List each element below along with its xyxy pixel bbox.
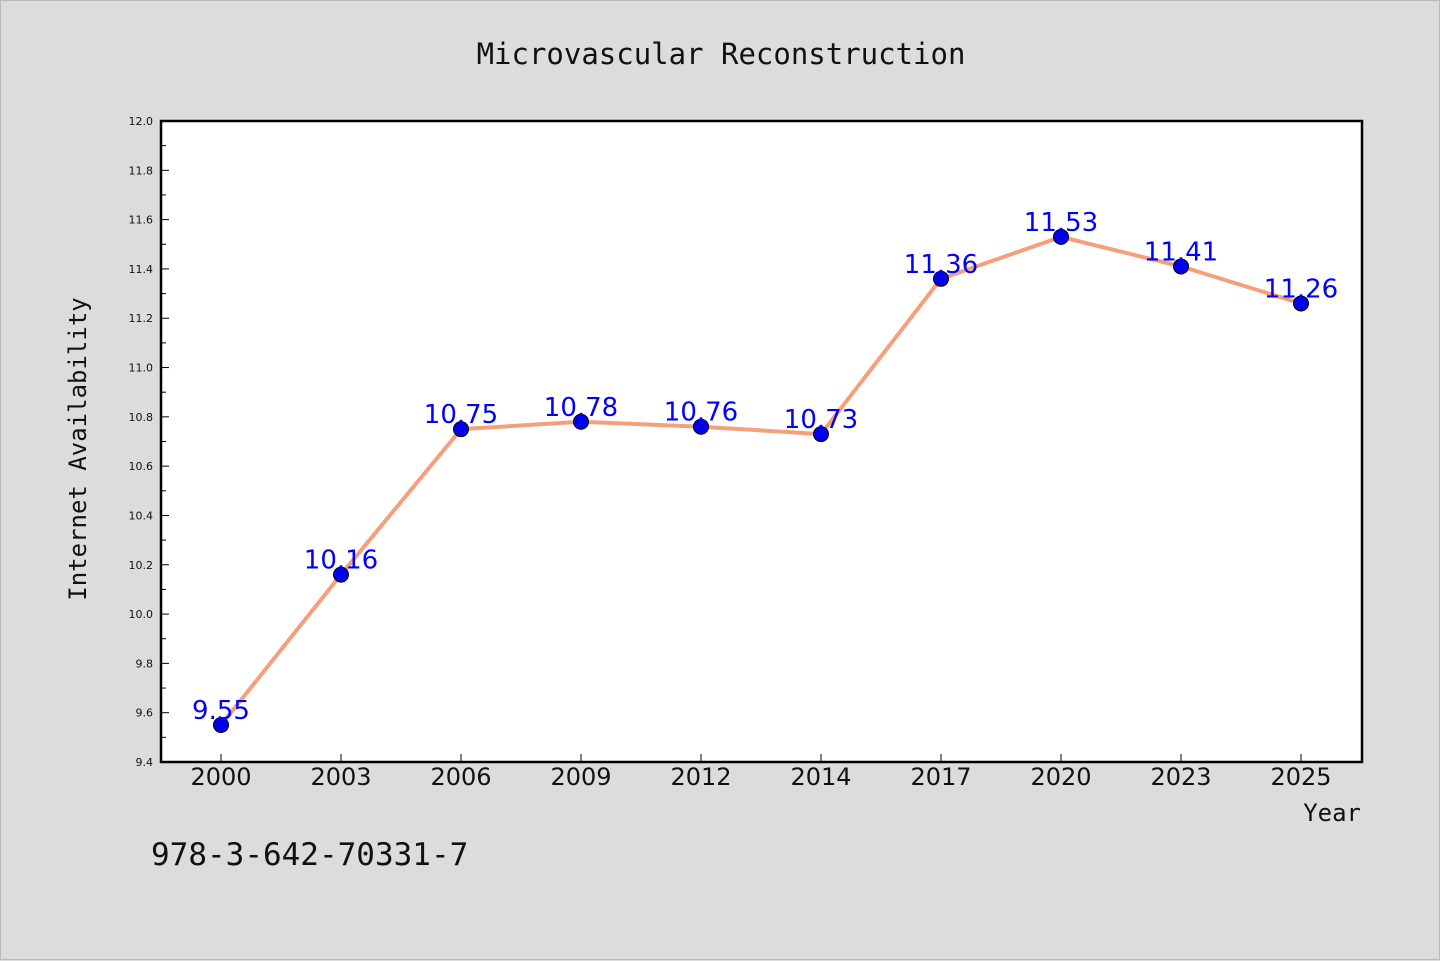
data-label: 11.26 xyxy=(1264,274,1338,304)
series-line xyxy=(219,234,1302,727)
data-point xyxy=(213,717,229,734)
y-tick-label: 11.2 xyxy=(129,312,154,325)
data-label: 11.41 xyxy=(1144,237,1218,267)
data-point xyxy=(333,566,349,583)
data-label: 11.36 xyxy=(904,250,978,280)
x-tick-label: 2012 xyxy=(670,763,731,791)
data-label: 10.76 xyxy=(664,398,738,428)
y-tick-label: 9.8 xyxy=(136,657,154,670)
x-tick-label: 2014 xyxy=(790,763,851,791)
data-point xyxy=(1053,228,1069,245)
x-tick-label: 2020 xyxy=(1030,763,1091,791)
data-point xyxy=(573,413,589,430)
x-axis-ticks: 2000 2003 2006 2009 2012 2014 2017 2020 2023 2025 xyxy=(190,754,1332,791)
x-axis-label: Year xyxy=(1303,799,1361,827)
y-tick-label: 10.8 xyxy=(129,411,154,424)
y-tick-label: 11.0 xyxy=(129,362,154,375)
y-tick-label: 10.2 xyxy=(129,559,154,572)
data-point xyxy=(813,426,829,443)
data-point xyxy=(453,421,469,438)
x-tick-label: 2000 xyxy=(190,763,251,791)
y-tick-label: 11.6 xyxy=(129,214,154,227)
x-tick-label: 2003 xyxy=(310,763,371,791)
y-tick-label: 10.4 xyxy=(129,509,154,522)
y-axis-ticks: 9.4 9.6 9.8 10.0 10.2 10.4 10.6 10.8 11.0 11.2 11.… xyxy=(129,115,169,769)
series-group xyxy=(213,228,1309,734)
data-label: 9.55 xyxy=(192,696,250,726)
data-label: 10.78 xyxy=(544,393,618,423)
isbn-text: 978-3-642-70331-7 xyxy=(151,837,468,873)
data-label: 10.75 xyxy=(424,400,498,430)
x-tick-label: 2023 xyxy=(1150,763,1211,791)
data-label: 11.53 xyxy=(1024,208,1098,238)
y-tick-label: 11.4 xyxy=(129,263,154,276)
y-tick-label: 10.0 xyxy=(129,608,154,621)
data-labels-group: 9.55 10.16 10.75 10.78 10.76 10.73 11.36 11.53 1… xyxy=(192,208,1338,726)
x-tick-label: 2006 xyxy=(430,763,491,791)
x-tick-label: 2025 xyxy=(1270,763,1331,791)
chart-title: Microvascular Reconstruction xyxy=(477,37,966,71)
x-tick-label: 2009 xyxy=(550,763,611,791)
data-point xyxy=(933,270,949,287)
data-label: 10.16 xyxy=(304,546,378,576)
data-point xyxy=(1173,258,1189,275)
y-tick-label: 10.6 xyxy=(129,460,154,473)
x-tick-label: 2017 xyxy=(910,763,971,791)
y-tick-label: 12.0 xyxy=(129,115,154,128)
plot-area xyxy=(159,119,1364,764)
y-tick-label: 9.6 xyxy=(136,707,154,720)
data-label: 10.73 xyxy=(784,405,858,435)
y-tick-label: 11.8 xyxy=(129,164,154,177)
data-point xyxy=(693,418,709,435)
y-axis-label: Internet Availability xyxy=(64,297,92,600)
data-point xyxy=(1293,295,1309,312)
y-tick-label: 9.4 xyxy=(136,756,154,769)
